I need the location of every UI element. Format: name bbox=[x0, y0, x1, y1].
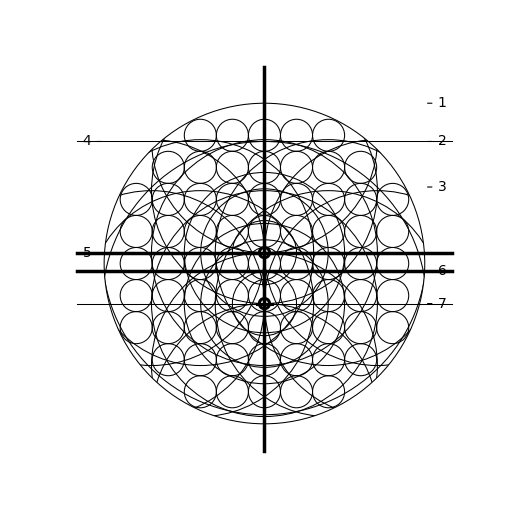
Text: 2: 2 bbox=[428, 134, 446, 149]
Text: 4: 4 bbox=[83, 134, 101, 149]
Text: 7: 7 bbox=[428, 296, 446, 311]
Text: 6: 6 bbox=[428, 264, 446, 278]
Text: 5: 5 bbox=[83, 246, 101, 260]
Text: 3: 3 bbox=[428, 180, 446, 194]
Text: 1: 1 bbox=[428, 96, 446, 110]
